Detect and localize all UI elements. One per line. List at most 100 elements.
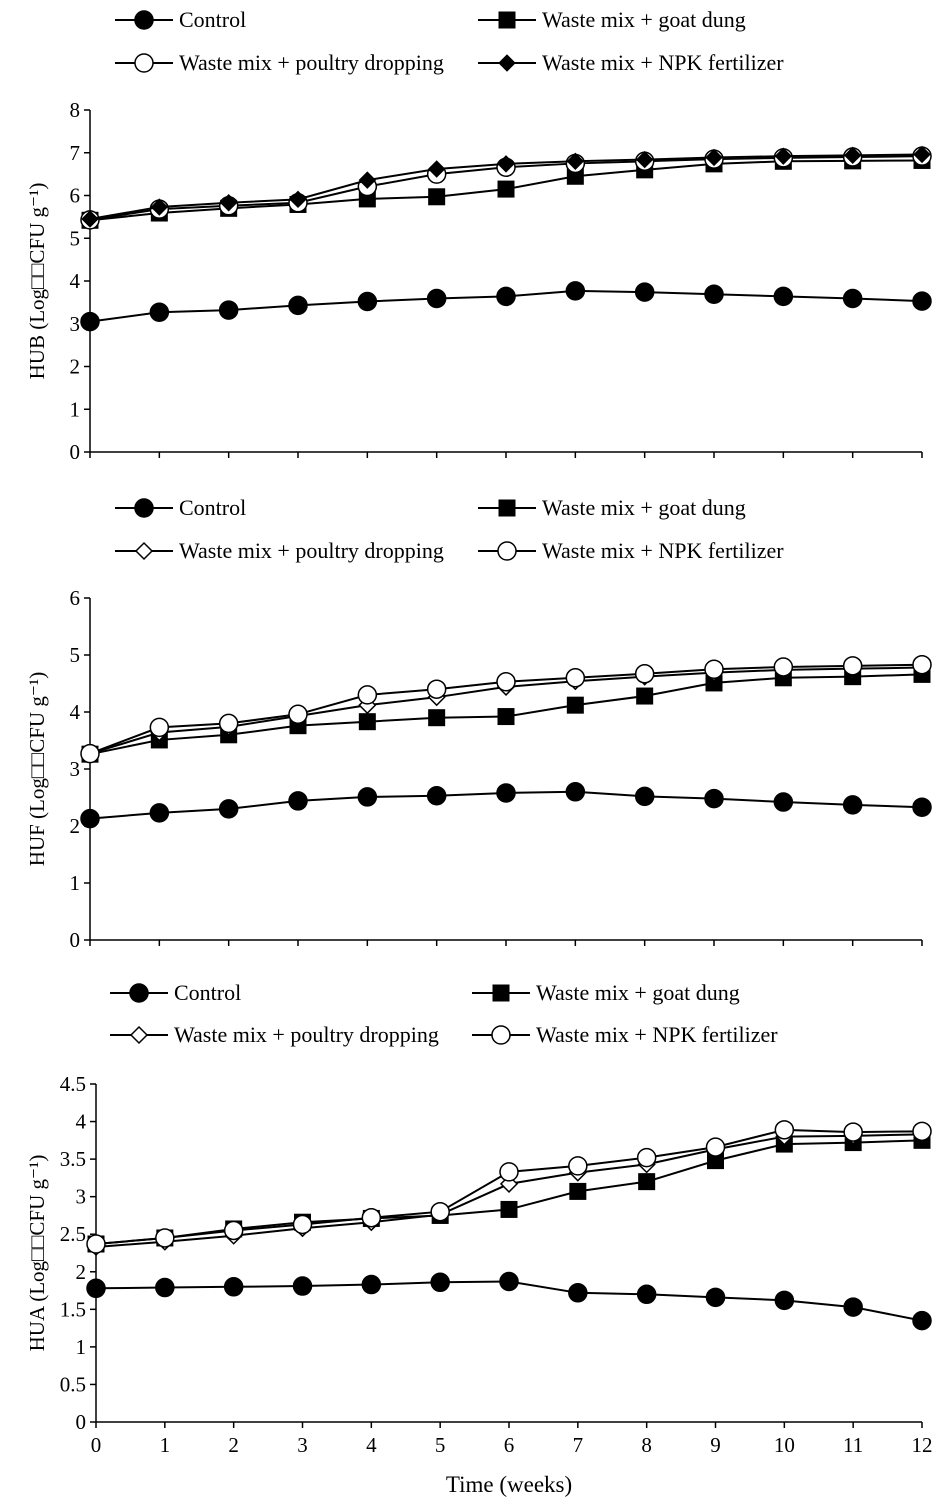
data-point	[357, 685, 378, 705]
data-point	[288, 791, 308, 811]
series-4	[81, 145, 931, 228]
data-point	[635, 150, 654, 169]
data-point	[155, 1277, 175, 1298]
legend-marker	[498, 499, 516, 517]
data-point	[80, 743, 100, 764]
data-point	[638, 1173, 656, 1191]
data-point	[150, 198, 169, 216]
data-point	[430, 1201, 450, 1222]
series-1	[80, 281, 932, 332]
data-point	[361, 1207, 382, 1228]
data-point	[426, 679, 447, 699]
legend-item: Waste mix + poultry dropping	[110, 1022, 439, 1047]
data-point	[566, 152, 585, 171]
data-point	[704, 284, 724, 305]
data-point	[912, 291, 932, 311]
data-point	[426, 786, 447, 806]
x-tick-label: 12	[912, 1433, 933, 1457]
y-tick-label: 1	[70, 397, 81, 421]
legend-item: Waste mix + goat dung	[478, 495, 746, 520]
y-tick-label: 4	[76, 1110, 87, 1134]
y-tick-label: 6	[70, 586, 81, 610]
x-tick-label: 0	[91, 1433, 102, 1457]
x-tick-label: 8	[641, 1433, 652, 1457]
y-tick-label: 2	[76, 1260, 87, 1284]
legend-label: Control	[179, 495, 246, 520]
data-point	[292, 1214, 313, 1235]
y-tick-label: 0	[76, 1410, 87, 1434]
y-tick-label: 8	[70, 98, 81, 122]
legend-marker	[492, 984, 510, 1002]
y-tick-label: 0	[70, 440, 81, 464]
legend-label: Control	[179, 7, 246, 32]
x-tick-label: 5	[435, 1433, 446, 1457]
chart-panel-1: Control Waste mix + goat dung Waste mix + …	[25, 7, 932, 464]
legend-label: Control	[174, 980, 241, 1005]
data-point	[843, 1297, 863, 1317]
x-tick-label: 1	[160, 1433, 171, 1457]
legend-item: Waste mix + goat dung	[478, 7, 746, 32]
data-point	[497, 708, 515, 726]
data-point	[843, 1122, 863, 1142]
data-point	[358, 713, 376, 731]
x-tick-label: 4	[366, 1433, 377, 1457]
x-tick-label: 9	[710, 1433, 721, 1457]
data-point	[636, 1284, 657, 1305]
data-point	[912, 1310, 932, 1331]
y-tick-label: 0.5	[60, 1372, 86, 1396]
y-tick-label: 2	[70, 814, 81, 838]
y-tick-label: 5	[70, 643, 81, 667]
data-point	[774, 1290, 795, 1311]
data-point	[499, 1162, 519, 1182]
legend: Control Waste mix + goat dung Waste mix + …	[115, 495, 784, 563]
x-tick-label: 6	[504, 1433, 515, 1457]
x-tick-label: 2	[228, 1433, 239, 1457]
data-point	[500, 1200, 518, 1218]
data-point	[774, 1120, 795, 1140]
data-point	[499, 1271, 519, 1292]
data-point	[292, 1276, 313, 1296]
legend-marker	[491, 1025, 511, 1045]
data-point	[704, 788, 724, 809]
y-tick-label: 4	[70, 700, 81, 724]
x-tick-label: 10	[774, 1433, 795, 1457]
legend-label: Waste mix + goat dung	[542, 495, 746, 520]
data-point	[86, 1234, 106, 1254]
legend-item: Waste mix + goat dung	[472, 980, 740, 1005]
data-point	[842, 656, 863, 676]
legend-label: Waste mix + poultry dropping	[174, 1022, 439, 1047]
data-point	[565, 668, 586, 688]
data-point	[218, 713, 239, 734]
data-point	[80, 311, 100, 332]
data-point	[496, 783, 516, 803]
data-point	[636, 1147, 657, 1168]
data-point	[568, 1156, 588, 1176]
data-point	[218, 799, 239, 819]
legend-marker	[134, 53, 154, 73]
data-point	[705, 148, 723, 167]
data-point	[219, 194, 238, 212]
data-point	[913, 145, 931, 164]
data-point	[773, 657, 794, 677]
y-axis-label: HUB (Log□□CFU g⁻¹)	[25, 183, 49, 380]
data-point	[705, 1287, 726, 1308]
y-tick-label: 3	[76, 1185, 87, 1209]
legend-marker	[134, 10, 154, 30]
legend-item: Control	[110, 980, 241, 1005]
data-point	[842, 795, 863, 815]
series-1	[80, 782, 932, 829]
series-4	[86, 1120, 932, 1254]
data-point	[428, 188, 446, 206]
legend-item: Waste mix + NPK fertilizer	[472, 1022, 778, 1047]
data-point	[634, 786, 655, 807]
data-point	[426, 288, 447, 309]
series-1	[86, 1271, 932, 1331]
series-3	[86, 1125, 932, 1257]
data-point	[704, 659, 724, 679]
data-point	[80, 808, 100, 829]
data-point	[842, 288, 863, 309]
y-tick-label: 1	[70, 871, 81, 895]
y-tick-label: 3	[70, 757, 81, 781]
legend-label: Waste mix + NPK fertilizer	[542, 50, 784, 75]
